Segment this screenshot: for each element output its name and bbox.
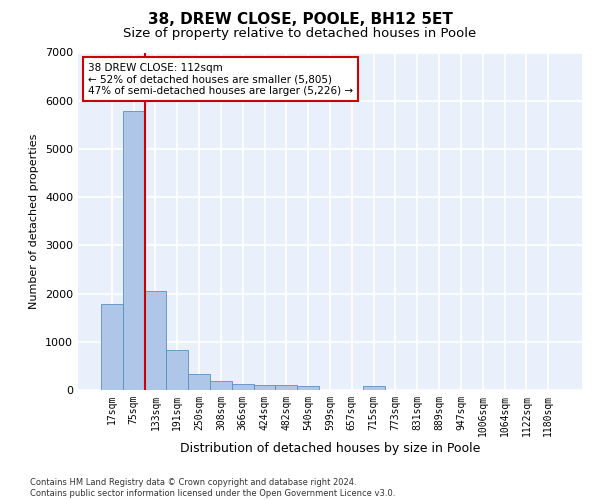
Text: Size of property relative to detached houses in Poole: Size of property relative to detached ho… (124, 28, 476, 40)
Bar (210, 380, 232, 390)
Bar (101, 304, 123, 390)
Bar (145, 290, 166, 390)
Bar (123, 112, 145, 390)
Text: 38, DREW CLOSE, POOLE, BH12 5ET: 38, DREW CLOSE, POOLE, BH12 5ET (148, 12, 452, 28)
Text: 38 DREW CLOSE: 112sqm
← 52% of detached houses are smaller (5,805)
47% of semi-d: 38 DREW CLOSE: 112sqm ← 52% of detached … (88, 62, 353, 96)
Bar (188, 374, 210, 390)
Text: Contains HM Land Registry data © Crown copyright and database right 2024.
Contai: Contains HM Land Registry data © Crown c… (30, 478, 395, 498)
Bar (275, 385, 297, 390)
Bar (166, 350, 188, 390)
Bar (363, 386, 385, 390)
Bar (297, 386, 319, 390)
Y-axis label: Number of detached properties: Number of detached properties (29, 134, 40, 309)
X-axis label: Distribution of detached houses by size in Poole: Distribution of detached houses by size … (180, 442, 480, 454)
Bar (232, 384, 254, 390)
Bar (254, 384, 275, 390)
